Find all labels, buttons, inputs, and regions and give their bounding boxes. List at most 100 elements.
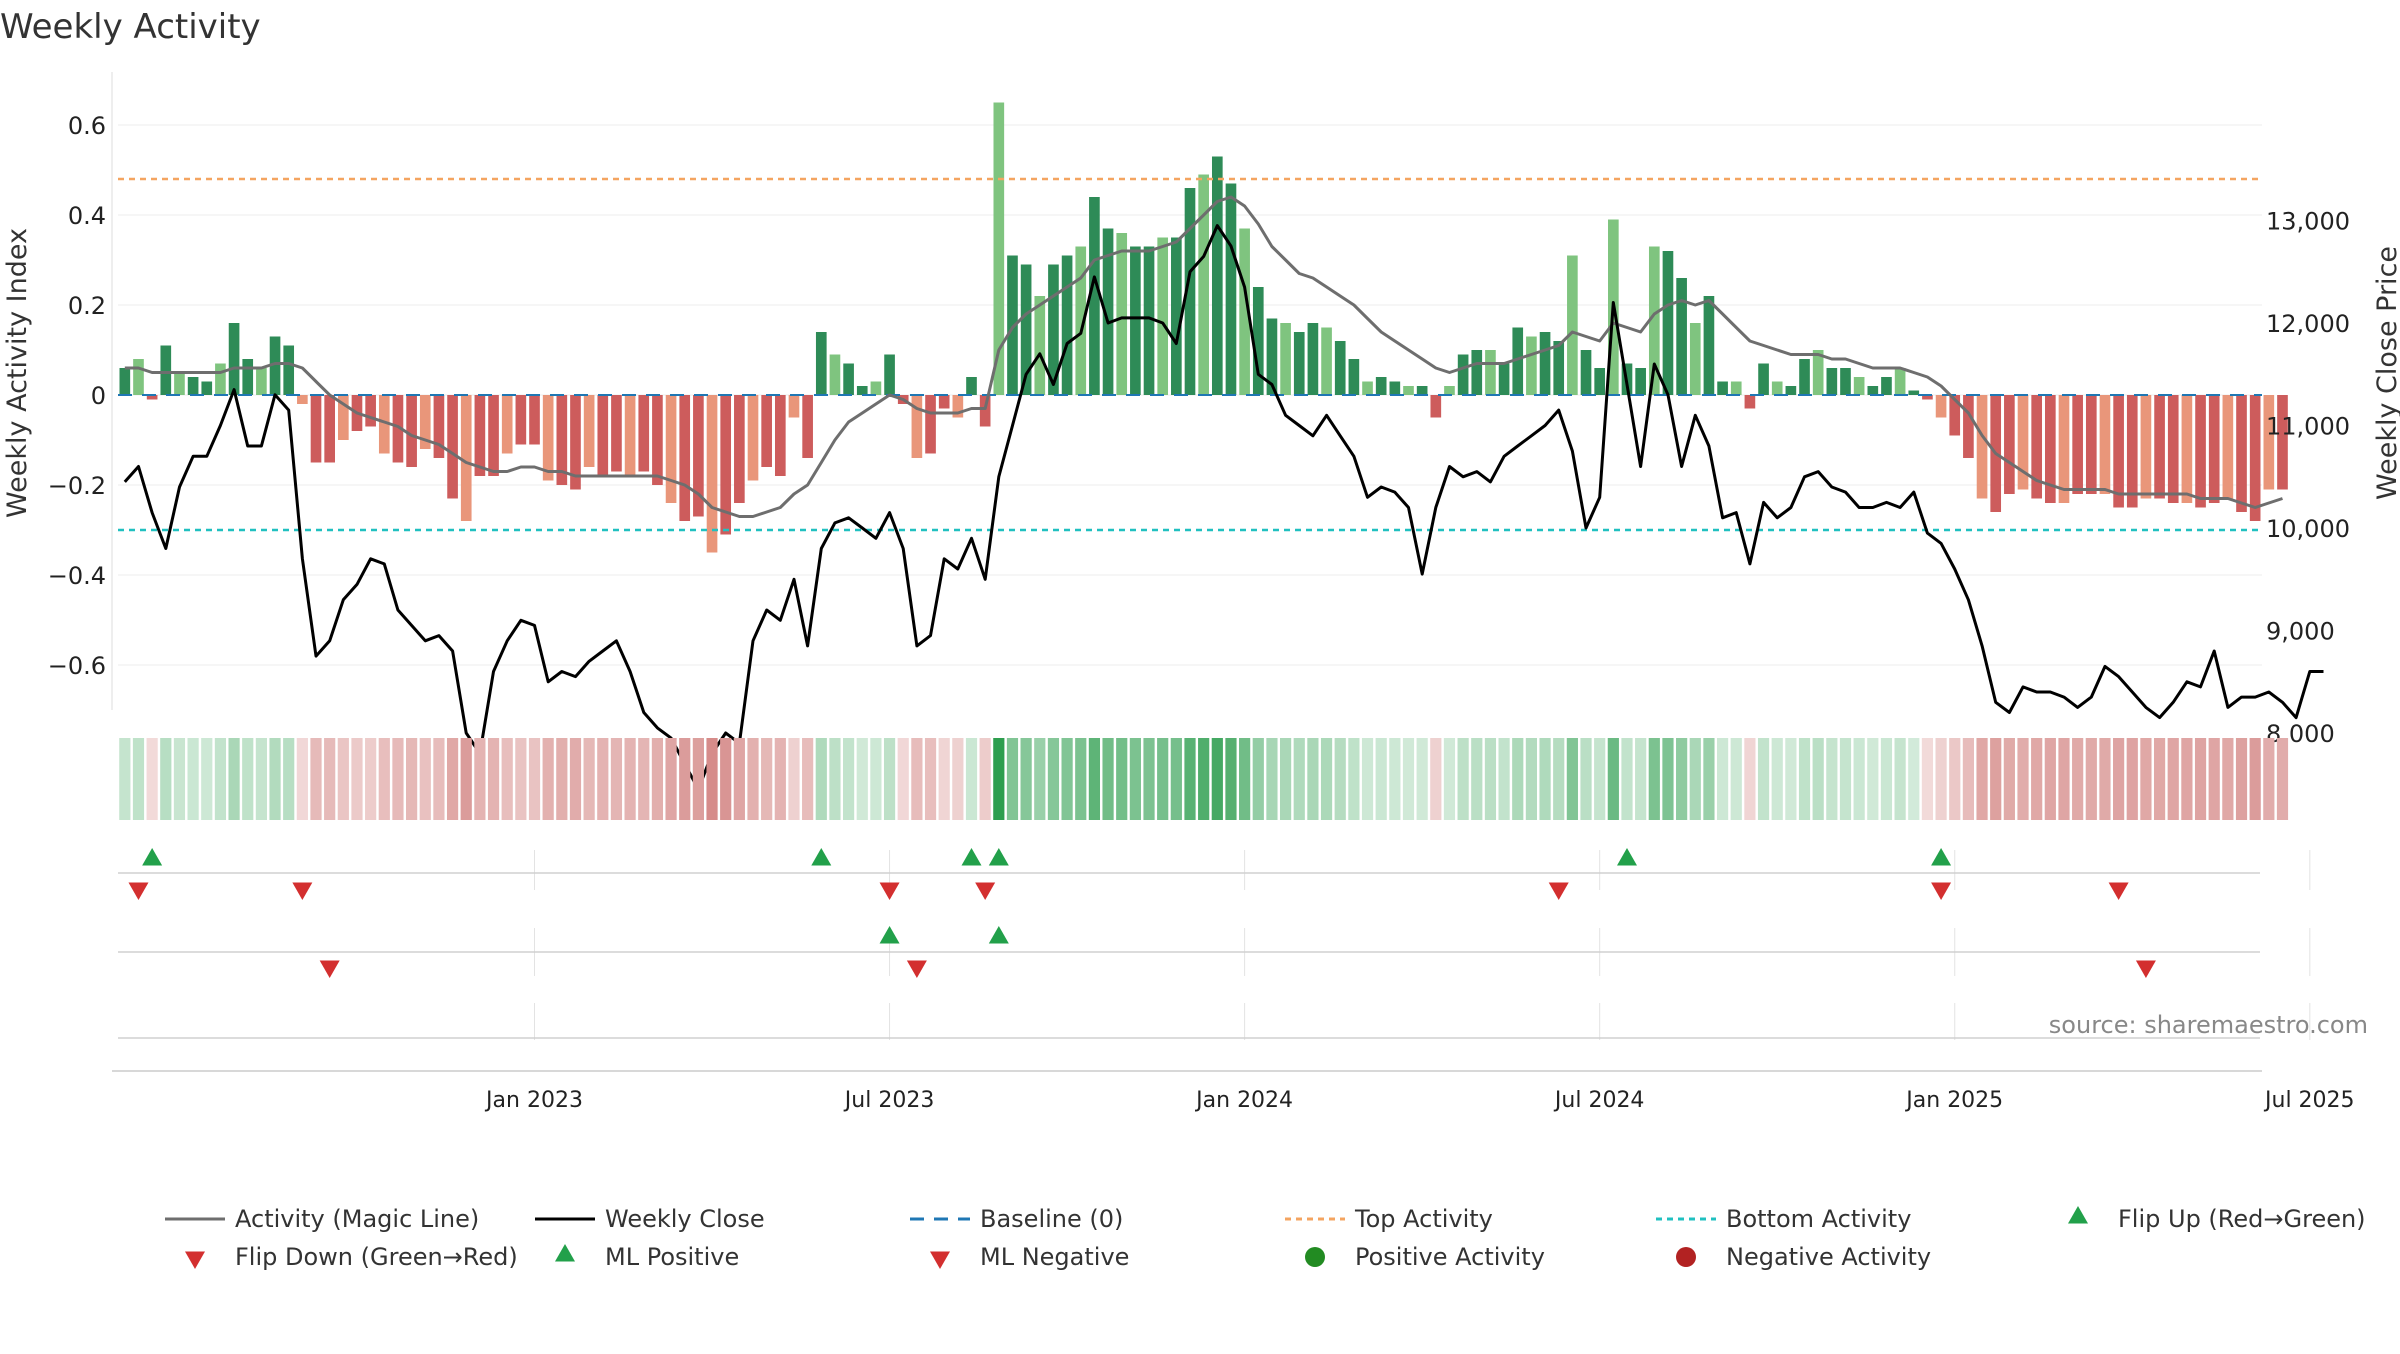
heat-strip-cell — [1594, 738, 1606, 820]
heat-strip-cell — [638, 738, 650, 820]
activity-bar — [1785, 386, 1797, 395]
axes: 0.6 0.4 0.2 0 −0.2 −0.4 −0.6 13,000 12,000 11,000… — [48, 72, 2355, 1113]
activity-bar — [447, 395, 458, 499]
flip-down-marker — [292, 882, 313, 900]
heat-strip-cell — [569, 738, 582, 820]
activity-bar — [720, 395, 732, 535]
heat-strip-cell — [952, 738, 964, 820]
heat-strip-cell — [1949, 738, 1961, 820]
heat-strip-cell — [119, 738, 131, 820]
heat-strip-cell — [1703, 738, 1715, 820]
activity-bar — [2236, 395, 2247, 512]
activity-bar — [2140, 395, 2152, 499]
heat-strip-cell — [1293, 738, 1305, 820]
heat-strip-cell — [2072, 738, 2084, 820]
activity-bar — [1321, 327, 1332, 395]
heat-strip-cell — [515, 738, 527, 820]
heat-strip-cell — [815, 738, 827, 820]
heat-strip-cell — [2140, 738, 2152, 820]
y2-tick-label: 10,000 — [2266, 515, 2350, 543]
legend-item: ML Negative — [930, 1243, 1129, 1271]
heat-strip-cell — [406, 738, 418, 820]
legend-label: Bottom Activity — [1726, 1205, 1911, 1233]
activity-bar — [747, 395, 759, 481]
x-tick-label: Jan 2023 — [484, 1088, 583, 1113]
legend-item: Activity (Magic Line) — [165, 1205, 479, 1233]
activity-bar — [2263, 395, 2275, 490]
heat-strip-cell — [1170, 738, 1182, 820]
heat-strip-cell — [1853, 738, 1865, 820]
heat-strip-cell — [1744, 738, 1756, 820]
heat-strip-cell — [993, 738, 1005, 820]
activity-bar — [2208, 395, 2220, 503]
activity-bar — [1102, 228, 1114, 395]
heat-strip-cell — [1225, 738, 1237, 820]
heat-strip-cell — [228, 738, 240, 820]
activity-bar — [843, 363, 854, 395]
activity-bar — [1075, 246, 1087, 395]
heat-strip-cell — [1389, 738, 1401, 820]
legend-label: Activity (Magic Line) — [235, 1205, 479, 1233]
x-tick-label: Jul 2023 — [843, 1088, 935, 1113]
heat-strip-cell — [1375, 738, 1387, 820]
activity-bar — [1048, 264, 1059, 395]
activity-bar — [1034, 296, 1046, 395]
activity-bar — [1894, 368, 1906, 395]
heat-strip-cell — [283, 738, 295, 820]
heat-strip-cell — [542, 738, 554, 820]
heat-strip-cell — [1075, 738, 1087, 820]
heat-strip-cell — [2249, 738, 2261, 820]
legend-ml-positive-swatch — [555, 1244, 575, 1262]
heat-strip-cell — [487, 738, 500, 820]
activity-bar — [1184, 188, 1196, 395]
heat-strip-cell — [2181, 738, 2193, 820]
activity-bar — [1239, 228, 1250, 395]
heat-strip-cell — [897, 738, 909, 820]
activity-bar — [1853, 377, 1865, 395]
activity-bar — [1635, 368, 1646, 395]
activity-bar — [119, 368, 131, 395]
heat-strip-cell — [2113, 738, 2125, 820]
activity-bar — [215, 363, 226, 395]
legend-label: Negative Activity — [1726, 1243, 1931, 1271]
heat-strip-cell — [1662, 738, 1674, 820]
heat-strip-cell — [597, 738, 609, 820]
heat-strip-cell — [870, 738, 882, 820]
heat-strip-cell — [1621, 738, 1633, 820]
heat-strip-cell — [883, 738, 896, 820]
activity-bar — [1812, 350, 1824, 395]
heat-strip-cell — [1894, 738, 1906, 820]
activity-bar — [1089, 197, 1100, 395]
heat-strip-cell — [1088, 738, 1101, 820]
activity-bar — [488, 395, 499, 476]
heat-strip-cell — [187, 738, 199, 820]
heat-strip-cell — [1553, 738, 1565, 820]
flip-down-marker — [1931, 882, 1952, 900]
legend-item: Bottom Activity — [1656, 1205, 1911, 1233]
flip-up-marker — [988, 848, 1009, 866]
activity-bar — [2031, 395, 2043, 499]
activity-bar — [433, 395, 445, 458]
activity-bar — [324, 395, 335, 463]
activity-bar — [761, 395, 772, 467]
activity-bar — [802, 395, 813, 458]
activity-bar — [1485, 350, 1496, 395]
heat-strip-cell — [1184, 738, 1196, 820]
heat-strip-cell — [201, 738, 213, 820]
x-tick-label: Jul 2025 — [2263, 1088, 2355, 1113]
flip-up-marker — [1616, 848, 1637, 866]
heat-strip-cell — [1334, 738, 1346, 820]
heat-strip-cell — [911, 738, 923, 820]
heat-strip-cell — [1061, 738, 1073, 820]
activity-bar — [1758, 363, 1769, 395]
y2-axis-label: Weekly Close Price — [2372, 246, 2400, 500]
heat-strip-cell — [1239, 738, 1251, 820]
x-tick-label: Jan 2025 — [1904, 1088, 2003, 1113]
activity-bar — [1963, 395, 1974, 458]
activity-bar — [1143, 246, 1155, 395]
heat-strip-cell — [296, 738, 308, 820]
legend-item: Baseline (0) — [910, 1205, 1123, 1233]
heat-strip-cell — [842, 738, 855, 820]
heat-strip-cell — [2167, 738, 2179, 820]
